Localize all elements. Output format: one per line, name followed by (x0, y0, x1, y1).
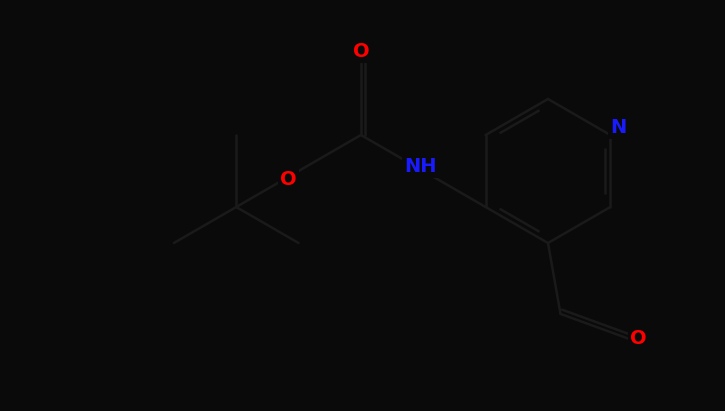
Text: O: O (281, 169, 297, 189)
Text: NH: NH (404, 157, 436, 175)
Text: O: O (630, 329, 647, 348)
Text: N: N (610, 118, 626, 136)
Text: O: O (352, 42, 369, 60)
